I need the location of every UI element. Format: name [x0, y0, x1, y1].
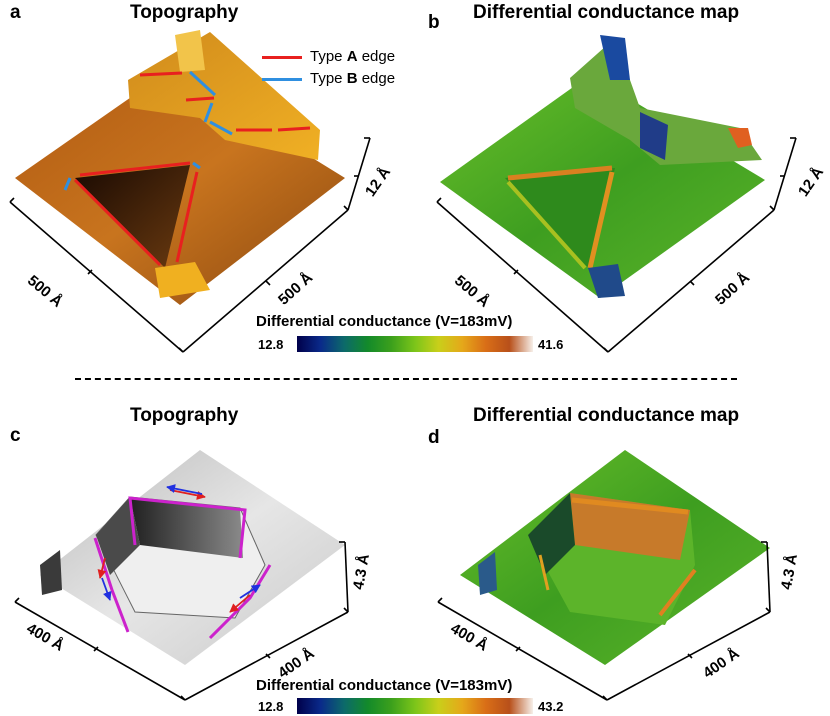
panel-a-axes	[9, 137, 371, 353]
panel-d-surface	[460, 450, 770, 665]
colorbar-top-title: Differential conductance (V=183mV)	[256, 313, 513, 330]
panel-title-a: Topography	[130, 2, 239, 23]
colorbar-top-max: 41.6	[538, 337, 564, 352]
colorbar-top	[297, 336, 533, 352]
panel-a-edge-lines	[63, 70, 311, 267]
panel-d-axes	[437, 541, 771, 701]
colorbar-top-min: 12.8	[258, 337, 284, 352]
legend-type-a-letter: A	[346, 48, 358, 65]
panel-b-axes	[436, 137, 797, 353]
colorbar-bottom-max: 43.2	[538, 699, 564, 714]
colorbar-bottom-min: 12.8	[258, 699, 284, 714]
panel-c-arrows	[97, 484, 261, 613]
panel-c-axes	[14, 541, 349, 701]
panel-b-surface	[440, 35, 765, 298]
legend-type-b-prefix: Type	[310, 70, 347, 87]
panel-letter-a: a	[10, 2, 21, 23]
legend-type-a: Type A edge	[262, 48, 395, 65]
panel-title-b: Differential conductance map	[473, 2, 740, 23]
panel-c-surface	[40, 450, 345, 665]
colorbar-bottom-title: Differential conductance (V=183mV)	[256, 677, 513, 694]
legend-type-b-letter: B	[346, 70, 358, 87]
panel-c-edge-lines	[93, 496, 272, 640]
legend-swatch-type-a	[262, 55, 302, 59]
legend-type-b-suffix: edge	[357, 70, 396, 87]
colorbar-bottom	[297, 698, 533, 714]
legend-type-a-suffix: edge	[357, 48, 396, 65]
panel-letter-d: d	[428, 427, 440, 448]
panel-letter-c: c	[10, 425, 21, 446]
panel-title-c: Topography	[130, 405, 239, 426]
panel-letter-b: b	[428, 12, 440, 33]
legend-type-a-prefix: Type	[310, 48, 347, 65]
legend-swatch-type-b	[262, 77, 302, 81]
section-divider	[75, 378, 737, 380]
legend-type-b: Type B edge	[262, 70, 395, 87]
panel-title-d: Differential conductance map	[473, 405, 740, 426]
